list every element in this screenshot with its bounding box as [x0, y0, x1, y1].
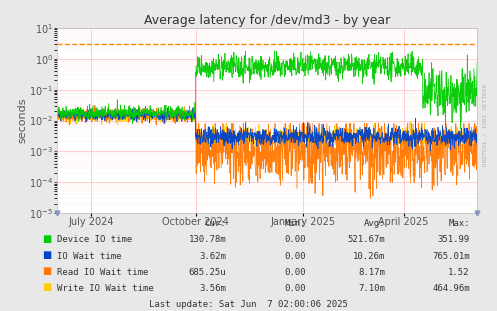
Text: ■: ■	[42, 282, 52, 292]
Text: 7.10m: 7.10m	[358, 284, 385, 293]
Text: ■: ■	[42, 250, 52, 260]
Text: 3.56m: 3.56m	[199, 284, 226, 293]
Text: 685.25u: 685.25u	[188, 268, 226, 277]
Text: ■: ■	[42, 234, 52, 244]
Text: 8.17m: 8.17m	[358, 268, 385, 277]
Title: Average latency for /dev/md3 - by year: Average latency for /dev/md3 - by year	[144, 14, 390, 27]
Text: 3.62m: 3.62m	[199, 252, 226, 261]
Text: Avg:: Avg:	[364, 219, 385, 228]
Text: Cur:: Cur:	[205, 219, 226, 228]
Text: Last update: Sat Jun  7 02:00:06 2025: Last update: Sat Jun 7 02:00:06 2025	[149, 300, 348, 309]
Text: Min:: Min:	[284, 219, 306, 228]
Y-axis label: seconds: seconds	[17, 98, 27, 143]
Text: RRDTOOL / TOBI OETIKER: RRDTOOL / TOBI OETIKER	[482, 83, 487, 166]
Text: Device IO time: Device IO time	[57, 235, 132, 244]
Text: Max:: Max:	[448, 219, 470, 228]
Text: 0.00: 0.00	[284, 268, 306, 277]
Text: Read IO Wait time: Read IO Wait time	[57, 268, 149, 277]
Text: 464.96m: 464.96m	[432, 284, 470, 293]
Text: 765.01m: 765.01m	[432, 252, 470, 261]
Text: 0.00: 0.00	[284, 284, 306, 293]
Text: Write IO Wait time: Write IO Wait time	[57, 284, 154, 293]
Text: 10.26m: 10.26m	[353, 252, 385, 261]
Text: IO Wait time: IO Wait time	[57, 252, 122, 261]
Text: 130.78m: 130.78m	[188, 235, 226, 244]
Text: 0.00: 0.00	[284, 252, 306, 261]
Text: 351.99: 351.99	[437, 235, 470, 244]
Text: 521.67m: 521.67m	[347, 235, 385, 244]
Text: 0.00: 0.00	[284, 235, 306, 244]
Text: 1.52: 1.52	[448, 268, 470, 277]
Text: ■: ■	[42, 266, 52, 276]
